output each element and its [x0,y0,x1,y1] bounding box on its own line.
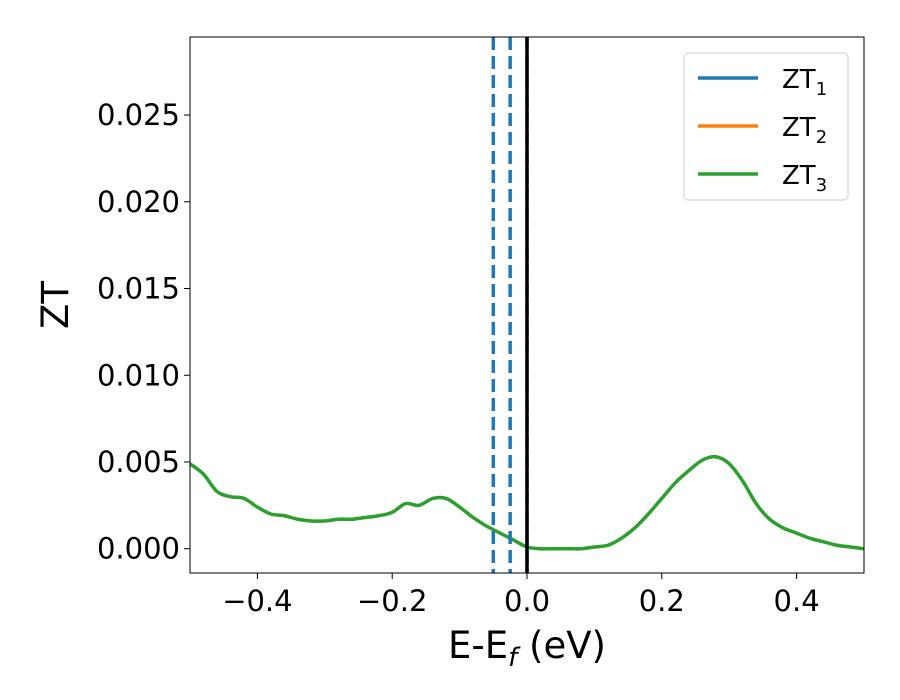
y-tick-label: 0.010 [97,358,180,392]
y-axis-label: ZT [34,281,77,329]
y-tick-label: 0.005 [97,445,180,479]
x-axis-label-suffix: (eV) [517,624,606,667]
x-axis-label-main: E-E [448,624,508,667]
legend-label: ZT1 [782,65,827,100]
x-tick-label: −0.4 [222,584,292,618]
y-tick-label: 0.015 [97,272,180,306]
legend: ZT1 ZT2 ZT3 [683,52,849,201]
y-axis: 0.000 0.005 0.010 0.015 0.020 0.025 [97,98,190,566]
legend-label: ZT3 [782,161,827,196]
legend-item-1: ZT1 [698,65,827,100]
x-axis-label: E-Ef (eV) [448,624,606,673]
legend-item-3: ZT3 [698,161,827,196]
x-tick-label: 0.2 [639,584,685,618]
legend-box [683,52,849,201]
legend-label: ZT2 [782,113,827,148]
y-tick-label: 0.025 [97,98,180,132]
legend-item-2: ZT2 [698,113,827,148]
y-tick-label: 0.020 [97,185,180,219]
x-axis: −0.4 −0.2 0.0 0.2 0.4 [222,573,820,618]
x-tick-label: 0.0 [504,584,550,618]
vlines-layer [491,37,529,573]
x-tick-label: −0.2 [357,584,427,618]
x-tick-label: 0.4 [774,584,820,618]
y-tick-label: 0.000 [97,532,180,566]
